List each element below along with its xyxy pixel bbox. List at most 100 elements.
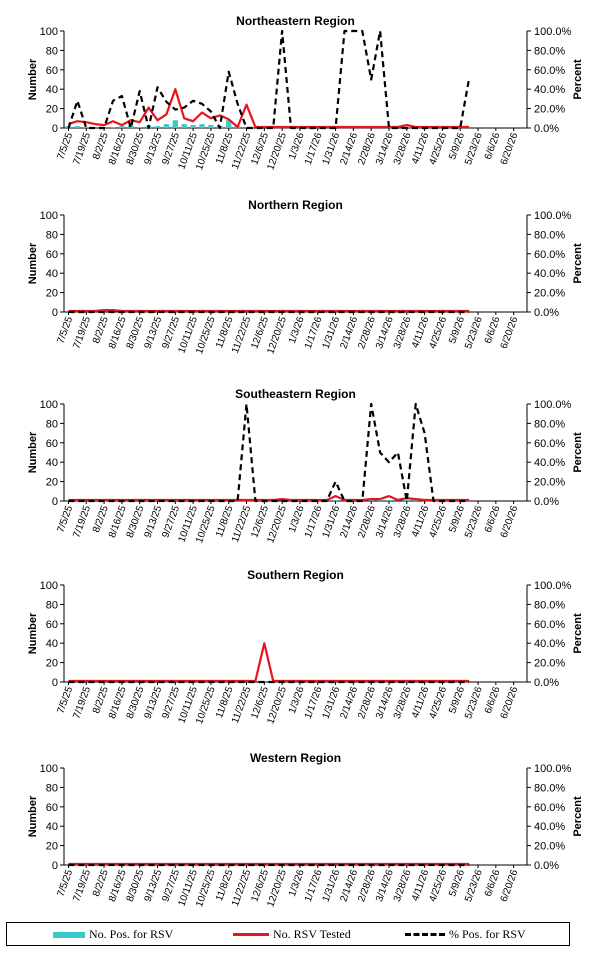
- y-tick-label: 80: [46, 782, 58, 794]
- y2-tick-label: 100.0%: [534, 763, 572, 775]
- y-tick-label: 100: [40, 210, 58, 222]
- y2-tick-label: 100.0%: [534, 210, 572, 222]
- y-tick-label: 20: [46, 477, 58, 489]
- y2-tick-label: 40.0%: [534, 84, 565, 96]
- y2-tick-label: 60.0%: [534, 802, 565, 814]
- y-tick-label: 20: [46, 658, 58, 670]
- x-tick-label: 7/5/25: [55, 504, 75, 534]
- y-tick-label: 100: [40, 580, 58, 592]
- tested-line: [68, 309, 470, 313]
- legend-label-pos: No. Pos. for RSV: [89, 927, 174, 941]
- pos-bar: [110, 127, 116, 128]
- y-tick-label: 100: [40, 763, 58, 775]
- y2-tick-label: 40.0%: [534, 821, 565, 833]
- pct-line: [67, 29, 471, 130]
- chart-title: Northern Region: [248, 198, 343, 212]
- pos-bar: [226, 120, 232, 128]
- x-tick-label: 8/2/25: [91, 131, 111, 161]
- x-tick-label: 6/6/26: [483, 868, 503, 898]
- pos-bar: [190, 125, 196, 128]
- legend-item-pos: No. Pos. for RSV: [53, 927, 173, 942]
- pos-bar: [154, 126, 161, 128]
- y2-tick-label: 80.0%: [534, 45, 565, 57]
- y2-tick-label: 60.0%: [534, 65, 565, 77]
- x-tick-label: 5/9/26: [447, 315, 467, 345]
- y2-tick-label: 20.0%: [534, 841, 565, 853]
- y-tick-label: 100: [40, 26, 58, 38]
- chart-panel-5: Western Region 0 20 40 60 80 100 0.0% 20.0% 40.0%…: [27, 751, 584, 909]
- y2-tick-label: 0.0%: [534, 677, 559, 689]
- legend-swatch-pct: [405, 933, 445, 936]
- y-tick-label: 80: [46, 599, 58, 611]
- pos-bar: [368, 500, 374, 501]
- x-tick-label: 8/2/25: [91, 315, 111, 345]
- y-axis-title: Number: [27, 431, 39, 473]
- y2-tick-label: 20.0%: [534, 104, 565, 116]
- y2-tick-label: 80.0%: [534, 782, 565, 794]
- y2-tick-label: 20.0%: [534, 477, 565, 489]
- y-tick-label: 20: [46, 841, 58, 853]
- tested-line: [68, 495, 470, 502]
- pos-bar: [172, 120, 178, 128]
- x-tick-label: 6/6/26: [483, 504, 503, 534]
- legend-label-pct: % Pos. for RSV: [449, 927, 526, 941]
- pos-bar: [377, 500, 383, 501]
- y2-tick-label: 80.0%: [534, 599, 565, 611]
- x-tick-label: 6/6/26: [483, 685, 503, 715]
- legend-swatch-tested: [233, 933, 269, 936]
- y-tick-label: 0: [52, 860, 58, 872]
- chart-title: Western Region: [250, 751, 341, 765]
- x-tick-label: 5/9/26: [447, 504, 467, 534]
- y-tick-label: 0: [52, 496, 58, 508]
- chart-panel-2: Northern Region 0 20 40 60 80 100 0.0% 20.0% 40.0…: [27, 198, 584, 356]
- y-tick-label: 60: [46, 65, 58, 77]
- y2-tick-label: 40.0%: [534, 268, 565, 280]
- y2-tick-label: 40.0%: [534, 638, 565, 650]
- y2-axis-title: Percent: [572, 796, 584, 837]
- pos-bar: [74, 126, 81, 128]
- y-tick-label: 0: [52, 307, 58, 319]
- y-tick-label: 60: [46, 249, 58, 261]
- x-tick-label: 1/3/26: [287, 315, 307, 345]
- y2-axis-title: Percent: [572, 432, 584, 473]
- y2-tick-label: 100.0%: [534, 26, 572, 38]
- y-tick-label: 40: [46, 457, 58, 469]
- x-tick-label: 1/3/26: [287, 131, 307, 161]
- chart-title: Northeastern Region: [236, 14, 355, 28]
- pos-bar: [181, 124, 187, 128]
- y-tick-label: 20: [46, 104, 58, 116]
- y-tick-label: 0: [52, 123, 58, 135]
- y-axis-title: Number: [27, 242, 39, 284]
- x-tick-label: 5/9/26: [447, 131, 467, 161]
- y-tick-label: 20: [46, 288, 58, 300]
- x-tick-label: 7/5/25: [55, 315, 75, 345]
- pos-bar: [119, 126, 125, 128]
- x-tick-label: 8/2/25: [91, 685, 111, 715]
- x-tick-label: 1/3/26: [287, 868, 307, 898]
- x-tick-label: 1/3/26: [287, 685, 307, 715]
- y-tick-label: 40: [46, 84, 58, 96]
- y2-tick-label: 20.0%: [534, 288, 565, 300]
- x-tick-label: 7/5/25: [55, 131, 75, 161]
- y2-tick-label: 100.0%: [534, 580, 572, 592]
- x-tick-label: 5/9/26: [447, 685, 467, 715]
- y-tick-label: 80: [46, 418, 58, 430]
- y2-tick-label: 0.0%: [534, 123, 559, 135]
- y2-tick-label: 60.0%: [534, 438, 565, 450]
- y2-tick-label: 0.0%: [534, 860, 559, 872]
- x-tick-label: 5/9/26: [447, 868, 467, 898]
- x-tick-label: 7/5/25: [55, 685, 75, 715]
- tested-line: [68, 88, 470, 129]
- y2-tick-label: 60.0%: [534, 619, 565, 631]
- pos-bar: [163, 124, 170, 128]
- y2-tick-label: 80.0%: [534, 229, 565, 241]
- x-tick-label: 6/6/26: [483, 315, 503, 345]
- y2-tick-label: 0.0%: [534, 496, 559, 508]
- y2-axis-title: Percent: [572, 243, 584, 284]
- legend-swatch-pos: [53, 931, 85, 938]
- y2-tick-label: 80.0%: [534, 418, 565, 430]
- legend-item-tested: No. RSV Tested: [233, 927, 351, 942]
- y2-tick-label: 40.0%: [534, 457, 565, 469]
- y-tick-label: 0: [52, 677, 58, 689]
